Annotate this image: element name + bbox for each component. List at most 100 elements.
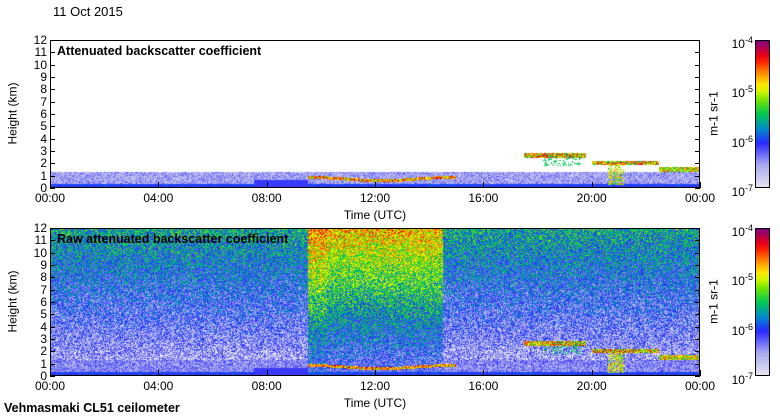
y-tick-right [695,240,700,242]
y-tick-right [695,265,700,266]
y-tick-label: 6 [40,107,47,121]
colorbar [755,40,770,188]
y-tick-label: 0 [40,369,47,383]
y-tick-label: 12 [33,33,47,47]
x-tick-label: 20:00 [576,191,607,205]
colorbar-tick-label: 10-7 [731,183,753,199]
y-tick-right [695,228,700,229]
y-tick-right [695,289,700,291]
y-tick-label: 2 [40,156,47,171]
y-tick [50,252,55,254]
x-tick [266,370,268,376]
y-tick-right [695,114,700,115]
colorbar [755,228,770,376]
y-tick-label: 11 [34,233,47,248]
y-tick [50,351,55,353]
x-tick-label: 16:00 [468,379,499,393]
y-tick [50,240,55,242]
y-tick-right [695,326,700,328]
x-tick [50,182,51,188]
y-tick-right [695,252,700,254]
y-tick [50,363,55,365]
heatmap-panel-2: Raw attenuated backscatter coefficient [50,228,700,376]
y-tick-right [695,151,700,152]
y-tick-label: 4 [40,319,47,334]
y-tick [50,314,55,316]
y-tick-label: 7 [40,94,47,109]
y-tick-label: 6 [40,295,47,309]
y-tick-right [695,302,700,303]
y-tick-label: 9 [40,70,47,84]
x-tick [375,370,376,376]
x-tick-label: 00:00 [684,191,716,205]
x-tick [266,182,268,188]
y-tick [50,339,55,340]
colorbar-tick-label: 10-5 [731,84,753,101]
y-axis-label: Height (km) [5,82,20,145]
colorbar-tick-label: 10-5 [731,272,753,289]
heatmap-canvas [51,229,699,375]
heatmap-panel-1: Attenuated backscatter coefficient [50,40,700,188]
colorbar-tick-label: 10-4 [731,35,753,51]
x-tick [158,370,160,376]
y-tick [50,126,55,128]
heatmap-canvas [51,41,699,187]
y-tick-label: 8 [40,82,47,97]
colorbar-tick-label: 10-6 [731,321,753,338]
x-tick-label: 08:00 [251,379,282,393]
y-tick-label: 10 [33,245,47,260]
x-tick-label: 00:00 [34,379,66,393]
x-tick [700,182,701,188]
colorbar-tick-label: 10-7 [731,371,753,387]
y-tick [50,326,55,328]
y-tick-label: 9 [40,258,47,272]
y-tick-label: 2 [40,344,47,359]
y-tick [50,302,55,303]
y-tick-right [695,89,700,91]
y-tick [50,277,55,279]
y-tick [50,89,55,91]
x-tick [483,370,485,376]
y-tick-right [695,101,700,103]
y-tick-label: 3 [40,332,47,346]
x-tick [591,182,593,188]
y-tick-label: 4 [40,131,47,146]
y-tick [50,175,55,177]
x-axis-label: Time (UTC) [343,396,407,410]
colorbar-label: m-1 sr-1 [706,279,721,324]
y-tick-right [695,52,700,54]
y-tick-label: 0 [40,181,47,195]
x-tick-label: 04:00 [143,379,174,393]
y-tick [50,64,55,66]
colorbar-label: m-1 sr-1 [706,91,721,136]
y-tick-right [695,277,700,279]
y-tick-right [695,351,700,353]
y-tick-right [695,77,700,78]
y-tick [50,265,55,266]
y-tick [50,163,55,165]
x-tick-label: 08:00 [251,191,282,205]
y-axis-label: Height (km) [5,270,20,333]
y-tick-label: 1 [40,356,47,371]
y-tick-right [695,163,700,165]
y-tick [50,77,55,78]
panel-title: Raw attenuated backscatter coefficient [57,232,289,246]
x-tick [483,182,485,188]
y-tick-label: 12 [33,221,47,235]
y-tick-right [695,175,700,177]
colorbar-tick-label: 10-6 [731,133,753,150]
x-tick-label: 00:00 [34,191,66,205]
panel-title: Attenuated backscatter coefficient [57,44,262,58]
y-tick [50,151,55,152]
x-tick-label: 20:00 [576,379,607,393]
x-tick-label: 04:00 [143,191,174,205]
y-tick [50,40,55,41]
x-tick-label: 00:00 [684,379,716,393]
y-tick-label: 11 [34,45,47,60]
x-tick [700,370,701,376]
y-tick-right [695,64,700,66]
y-tick-right [695,376,700,377]
y-tick-label: 7 [40,282,47,297]
y-tick-label: 8 [40,270,47,285]
